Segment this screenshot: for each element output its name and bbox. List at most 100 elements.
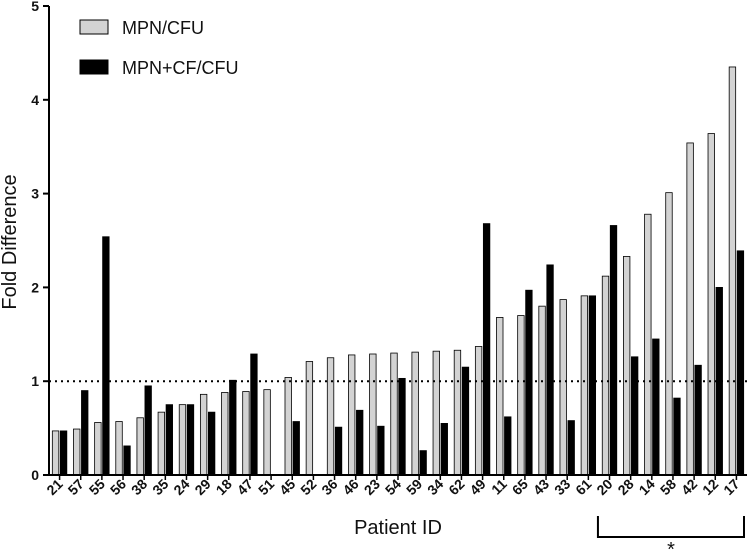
x-tick-label-20: 20: [593, 476, 615, 498]
x-tick-label-45: 45: [276, 476, 298, 498]
bar-mpn-cfu-52: [305, 361, 314, 476]
y-tick-label: 1: [31, 373, 39, 389]
x-tick-label-11: 11: [488, 476, 510, 498]
x-tick-label-61: 61: [572, 476, 594, 498]
x-tick-label-17: 17: [720, 476, 742, 498]
bar-mpn-cfu-24: [178, 404, 187, 476]
bar-mpn-cfu-57: [73, 428, 81, 476]
bar-mpn-cf-cfu-14: [652, 338, 660, 476]
bar-mpn-cf-cfu-20: [609, 225, 618, 476]
x-tick-label-28: 28: [614, 476, 636, 498]
x-tick-label-23: 23: [361, 476, 383, 498]
bar-mpn-cfu-46: [348, 354, 356, 476]
bar-mpn-cf-cfu-34: [440, 423, 448, 476]
bar-mpn-cfu-55: [94, 422, 102, 476]
y-axis-title: Fold Difference: [0, 174, 21, 309]
bar-mpn-cfu-49: [474, 346, 483, 476]
bar-mpn-cfu-14: [644, 213, 652, 476]
bar-mpn-cfu-58: [665, 192, 673, 476]
x-tick-label-47: 47: [234, 476, 256, 498]
bar-mpn-cfu-59: [411, 351, 419, 476]
legend-label-mpn-cfu: MPN/CFU: [122, 18, 204, 38]
legend-label-mpn-cf-cfu: MPN+CF/CFU: [122, 58, 239, 78]
bar-mpn-cf-cfu-35: [165, 404, 173, 476]
legend: MPN/CFU MPN+CF/CFU: [79, 18, 239, 78]
x-tick-label-57: 57: [65, 476, 87, 498]
bar-mpn-cf-cfu-61: [588, 295, 597, 476]
bar-mpn-cfu-56: [115, 421, 123, 476]
bar-mpn-cf-cfu-56: [123, 445, 131, 476]
x-tick-label-56: 56: [107, 476, 129, 498]
bar-mpn-cf-cfu-36: [334, 426, 343, 476]
significance-asterisk: *: [667, 539, 675, 560]
y-tick-label: 4: [31, 92, 39, 108]
x-tick-label-29: 29: [191, 476, 213, 498]
x-tick-label-33: 33: [551, 476, 573, 498]
bar-mpn-cfu-17: [728, 66, 737, 476]
bar-mpn-cf-cfu-21: [59, 430, 68, 476]
x-tick-label-24: 24: [170, 476, 192, 498]
legend-swatch-mpn-cfu: [79, 19, 109, 35]
bracket-line: [596, 516, 745, 538]
bar-mpn-cfu-65: [517, 315, 525, 476]
y-tick-label: 3: [31, 186, 39, 202]
y-tick-label: 5: [31, 0, 39, 14]
x-tick-label-21: 21: [43, 476, 65, 498]
bar-mpn-cf-cfu-33: [567, 420, 575, 476]
x-axis-title: Patient ID: [354, 517, 442, 539]
y-tick-label: 0: [31, 467, 39, 483]
x-tick-label-14: 14: [636, 476, 658, 498]
x-tick-label-46: 46: [339, 476, 361, 498]
bar-mpn-cfu-12: [707, 133, 715, 476]
bar-mpn-cf-cfu-55: [102, 236, 110, 476]
bar-mpn-cfu-36: [326, 357, 335, 476]
bar-mpn-cfu-20: [601, 275, 610, 476]
bar-mpn-cfu-28: [623, 256, 631, 476]
bar-mpn-cf-cfu-17: [736, 250, 745, 476]
x-tick-label-36: 36: [318, 476, 340, 498]
x-tick-label-43: 43: [530, 476, 552, 498]
bar-mpn-cf-cfu-65: [525, 289, 533, 476]
bar-mpn-cfu-51: [263, 389, 271, 476]
x-tick-label-34: 34: [424, 476, 446, 498]
bar-mpn-cfu-21: [51, 430, 60, 476]
bar-mpn-cf-cfu-57: [81, 390, 89, 476]
bar-mpn-cfu-45: [284, 377, 292, 476]
x-tick-label-65: 65: [509, 476, 531, 498]
bar-mpn-cf-cfu-29: [207, 411, 216, 476]
x-tick-label-59: 59: [403, 476, 425, 498]
bar-mpn-cfu-34: [432, 350, 440, 476]
bar-mpn-cf-cfu-11: [504, 416, 512, 476]
x-tick-label-62: 62: [445, 476, 467, 498]
x-tick-label-12: 12: [699, 476, 721, 498]
x-tick-label-54: 54: [382, 476, 404, 498]
bar-mpn-cfu-11: [496, 317, 504, 476]
bar-mpn-cf-cfu-58: [673, 397, 681, 476]
bar-mpn-cfu-38: [136, 417, 144, 476]
bar-mpn-cf-cfu-28: [631, 356, 639, 476]
y-tick-label: 2: [31, 279, 39, 295]
x-tick-label-51: 51: [255, 476, 277, 498]
bar-mpn-cf-cfu-59: [419, 450, 427, 476]
bar-mpn-cfu-23: [369, 353, 377, 476]
bar-mpn-cf-cfu-47: [250, 353, 258, 476]
bar-mpn-cf-cfu-46: [356, 409, 364, 476]
bar-mpn-cf-cfu-62: [461, 366, 470, 476]
x-tick-label-38: 38: [128, 476, 150, 498]
x-tick-label-35: 35: [149, 476, 171, 498]
bar-mpn-cf-cfu-18: [229, 379, 237, 476]
bar-mpn-cf-cfu-54: [398, 377, 406, 476]
bar-mpn-cf-cfu-49: [482, 223, 491, 476]
significance-bracket: [596, 516, 745, 538]
bar-mpn-cfu-54: [390, 352, 398, 476]
bar-mpn-cfu-33: [559, 299, 567, 476]
bar-mpn-cfu-18: [221, 392, 229, 476]
bar-mpn-cf-cfu-23: [377, 425, 385, 476]
x-tick-label-42: 42: [678, 476, 700, 498]
bar-mpn-cfu-61: [580, 295, 589, 476]
bar-mpn-cf-cfu-24: [186, 404, 195, 476]
x-tick-label-55: 55: [86, 476, 108, 498]
bar-mpn-cfu-42: [686, 142, 694, 476]
bar-mpn-cfu-35: [157, 411, 165, 476]
